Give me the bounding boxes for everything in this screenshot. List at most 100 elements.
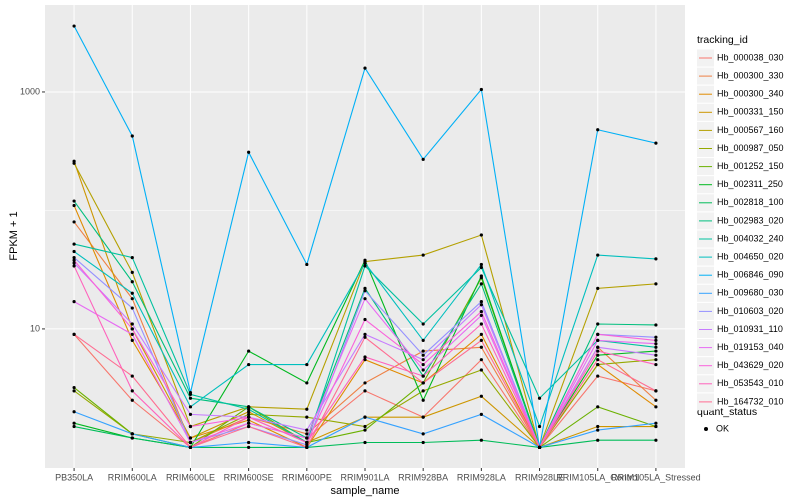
data-point (596, 332, 600, 336)
data-point (596, 349, 600, 353)
data-point (596, 128, 600, 132)
data-point (305, 415, 309, 419)
data-point (305, 436, 309, 440)
data-point (654, 349, 658, 353)
data-point (479, 313, 483, 318)
data-point (72, 24, 76, 28)
data-point (363, 381, 367, 385)
data-point (363, 261, 367, 265)
data-point (596, 358, 600, 362)
x-tick-label: RRIM928LE (515, 472, 564, 482)
legend-label: Hb_002311_250 (717, 179, 783, 189)
point-legend-key (704, 427, 708, 431)
data-point (247, 362, 251, 367)
data-point (654, 257, 658, 261)
data-point (72, 258, 76, 262)
data-point (130, 297, 134, 301)
data-point (421, 349, 425, 353)
x-tick-label: RRIM600PE (282, 472, 332, 482)
data-point (363, 258, 367, 262)
x-tick-label: RRIM105LA_Stressed (611, 472, 701, 482)
data-point (479, 282, 483, 286)
data-point (72, 242, 76, 246)
data-point (130, 332, 134, 336)
data-point (363, 415, 367, 419)
y-tick-label: 1000 (20, 86, 40, 96)
data-point (479, 338, 483, 342)
data-point (421, 338, 425, 342)
legend-label: Hb_000300_330 (717, 70, 784, 80)
data-point (363, 66, 367, 70)
legend-label: Hb_010603_020 (717, 306, 784, 316)
x-tick-label: RRIM928LA (457, 472, 506, 482)
point-legend-label: OK (716, 423, 729, 433)
data-point (479, 394, 483, 398)
data-point (596, 405, 600, 409)
data-point (479, 300, 483, 304)
data-point (479, 265, 483, 270)
data-point (537, 424, 542, 429)
data-point (421, 389, 425, 393)
data-point (654, 338, 658, 342)
data-point (654, 398, 658, 402)
data-point (654, 353, 658, 357)
points (72, 24, 658, 449)
data-point (479, 87, 483, 92)
data-point (130, 280, 134, 284)
data-point (130, 270, 134, 274)
x-tick-label: RRIM600LA (108, 472, 157, 482)
legend-label: Hb_010931_110 (717, 324, 783, 334)
data-point (188, 436, 193, 440)
data-point (72, 264, 76, 268)
data-point (596, 428, 600, 432)
data-point (305, 440, 309, 445)
data-point (363, 297, 367, 301)
legend-label: Hb_019153_040 (717, 342, 784, 352)
data-point (654, 335, 658, 339)
legend-label: Hb_000567_160 (717, 125, 784, 135)
x-tick-label: RRIM600SE (224, 472, 274, 482)
data-point (363, 317, 367, 322)
legend-label: Hb_002983_020 (717, 215, 784, 225)
data-point (247, 440, 251, 445)
data-point (654, 421, 658, 425)
x-axis-title: sample_name (330, 485, 399, 497)
data-point (363, 428, 367, 432)
data-point (596, 438, 600, 442)
legend-label: Hb_006846_090 (717, 270, 784, 280)
data-point (247, 412, 251, 416)
data-point (247, 418, 251, 422)
data-point (72, 424, 76, 429)
data-point (188, 445, 193, 449)
data-point (654, 141, 658, 145)
data-point (130, 338, 134, 342)
data-point (421, 368, 425, 372)
data-point (596, 253, 600, 257)
data-point (479, 412, 483, 416)
data-point (421, 374, 425, 378)
data-point (654, 438, 658, 442)
data-point (479, 310, 483, 314)
data-point (596, 424, 600, 429)
data-point (72, 300, 76, 304)
data-point (479, 233, 483, 237)
legend-label: Hb_001252_150 (717, 161, 784, 171)
legend-label: Hb_043629_020 (717, 360, 784, 370)
data-point (130, 436, 134, 440)
data-point (305, 432, 309, 436)
data-point (130, 134, 134, 138)
data-point (305, 443, 309, 447)
data-point (421, 415, 425, 419)
data-point (130, 306, 134, 310)
legend-label: Hb_009680_030 (717, 288, 784, 298)
data-point (363, 355, 367, 359)
data-point (130, 291, 134, 295)
data-point (596, 322, 600, 326)
data-point (188, 412, 193, 416)
data-point (188, 424, 193, 429)
data-point (188, 405, 193, 409)
data-point (363, 289, 367, 293)
legend-label: Hb_004032_240 (717, 233, 784, 243)
data-point (596, 286, 600, 290)
data-point (247, 150, 251, 154)
